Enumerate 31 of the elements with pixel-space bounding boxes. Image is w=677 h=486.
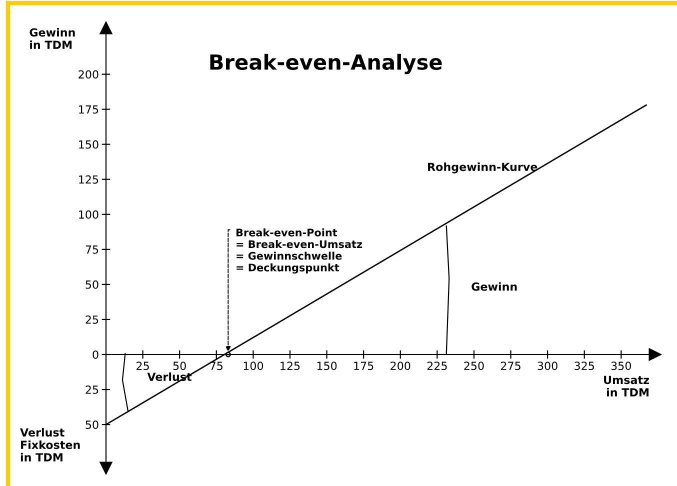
text: Verlust Fixkosten in TDM <box>20 428 80 462</box>
annotation: Gewinn <box>472 282 517 291</box>
x-tick-label: 275 <box>500 362 520 370</box>
y-tick-label: 75 <box>86 246 98 254</box>
y-axis-title: Gewinn in TDM <box>30 28 75 49</box>
x-tick-label: 300 <box>538 362 558 370</box>
y-tick-label: 125 <box>79 175 98 184</box>
x-tick-label: 100 <box>244 362 264 370</box>
x-tick-label: 50 <box>173 362 186 370</box>
y-tick-label: 200 <box>78 70 98 79</box>
y-tick-label: 25 <box>86 386 98 394</box>
y-tick-label: 50 <box>86 280 98 289</box>
text: Break-even-Analyse <box>210 54 442 74</box>
y-tick-label: 100 <box>79 210 98 219</box>
y-tick-label: 150 <box>79 140 98 149</box>
x-tick-label: 350 <box>611 362 632 370</box>
y-tick-label: 175 <box>79 105 98 114</box>
x-tick-label: 225 <box>427 362 447 370</box>
x-tick-label: 200 <box>390 362 410 370</box>
x-tick-label: 25 <box>136 362 149 370</box>
x-tick-label: 150 <box>317 362 337 370</box>
x-tick-label: 175 <box>354 362 374 370</box>
y-tick-label: 25 <box>86 315 98 324</box>
x-tick-label: 250 <box>464 362 484 370</box>
x-tick-label: 125 <box>280 362 300 370</box>
annotation: Break-even-Point = Break-even-Umsatz = Gewinnschwelle = Deckungspunkt <box>236 228 362 274</box>
x-axis-title: Umsatz in TDM <box>604 376 649 396</box>
series-label: Rohgewinn-Kurve <box>428 162 538 174</box>
x-tick-label: 325 <box>574 362 594 370</box>
y-tick-label: 50 <box>86 420 98 429</box>
y-tick-label: 0 <box>92 350 98 359</box>
